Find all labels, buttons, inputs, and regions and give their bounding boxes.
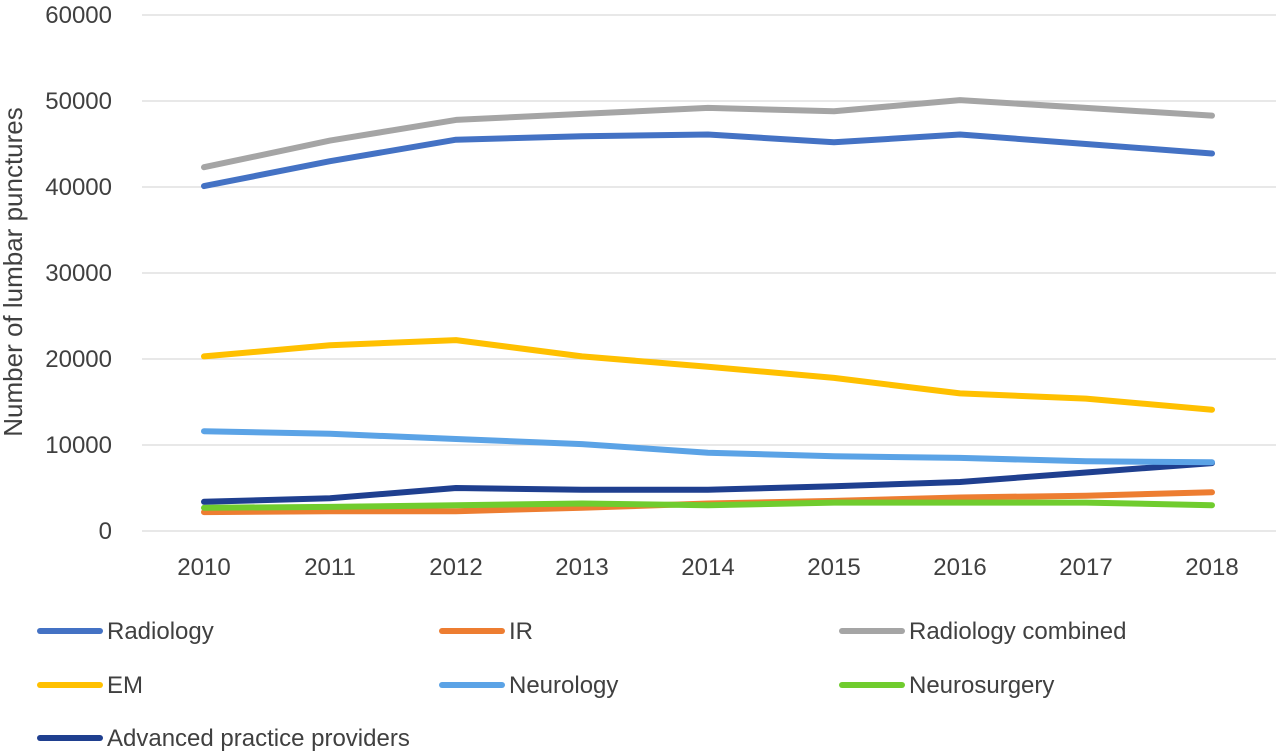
y-tick-label: 60000 bbox=[45, 2, 112, 29]
x-tick-label: 2014 bbox=[681, 554, 734, 581]
x-tick-label: 2010 bbox=[177, 554, 230, 581]
series-line-radiology-combined bbox=[201, 97, 1215, 171]
x-tick-label: 2017 bbox=[1059, 554, 1112, 581]
legend-label-neurology: Neurology bbox=[509, 672, 618, 699]
y-tick-label: 40000 bbox=[45, 174, 112, 201]
y-tick-label: 0 bbox=[99, 518, 112, 545]
legend-label-radiology: Radiology bbox=[107, 618, 214, 645]
series-line-neurology bbox=[201, 428, 1215, 466]
legend: Radiology IR Radiology combined EM Neurology… bbox=[37, 618, 1126, 752]
x-tick-label: 2016 bbox=[933, 554, 986, 581]
legend-label-em: EM bbox=[107, 672, 143, 699]
x-tick-label: 2013 bbox=[555, 554, 608, 581]
legend-label-neurosurgery: Neurosurgery bbox=[909, 672, 1054, 699]
x-tick-label: 2012 bbox=[429, 554, 482, 581]
series-line-neurosurgery bbox=[201, 499, 1215, 511]
series-line-advanced-practice-providers bbox=[201, 460, 1215, 505]
y-axis-ticks: 0 10000 20000 30000 40000 50000 60000 bbox=[45, 2, 112, 545]
series-lines bbox=[201, 97, 1215, 516]
x-tick-label: 2011 bbox=[304, 554, 356, 581]
y-tick-label: 10000 bbox=[45, 432, 112, 459]
y-tick-label: 30000 bbox=[45, 260, 112, 287]
legend-label-ir: IR bbox=[509, 618, 533, 645]
y-tick-label: 20000 bbox=[45, 346, 112, 373]
x-axis-ticks: 2010 2011 2012 2013 2014 2015 2016 2017 2018 bbox=[177, 554, 1238, 581]
legend-label-radiology-combined: Radiology combined bbox=[909, 618, 1126, 645]
legend-label-advanced-practice-providers: Advanced practice providers bbox=[107, 725, 410, 752]
x-tick-label: 2018 bbox=[1185, 554, 1238, 581]
gridlines bbox=[142, 14, 1276, 532]
series-line-em bbox=[201, 337, 1215, 413]
y-axis-title: Number of lumbar punctures bbox=[0, 107, 28, 436]
x-tick-label: 2015 bbox=[807, 554, 860, 581]
series-line-radiology bbox=[201, 131, 1215, 190]
y-tick-label: 50000 bbox=[45, 88, 112, 115]
